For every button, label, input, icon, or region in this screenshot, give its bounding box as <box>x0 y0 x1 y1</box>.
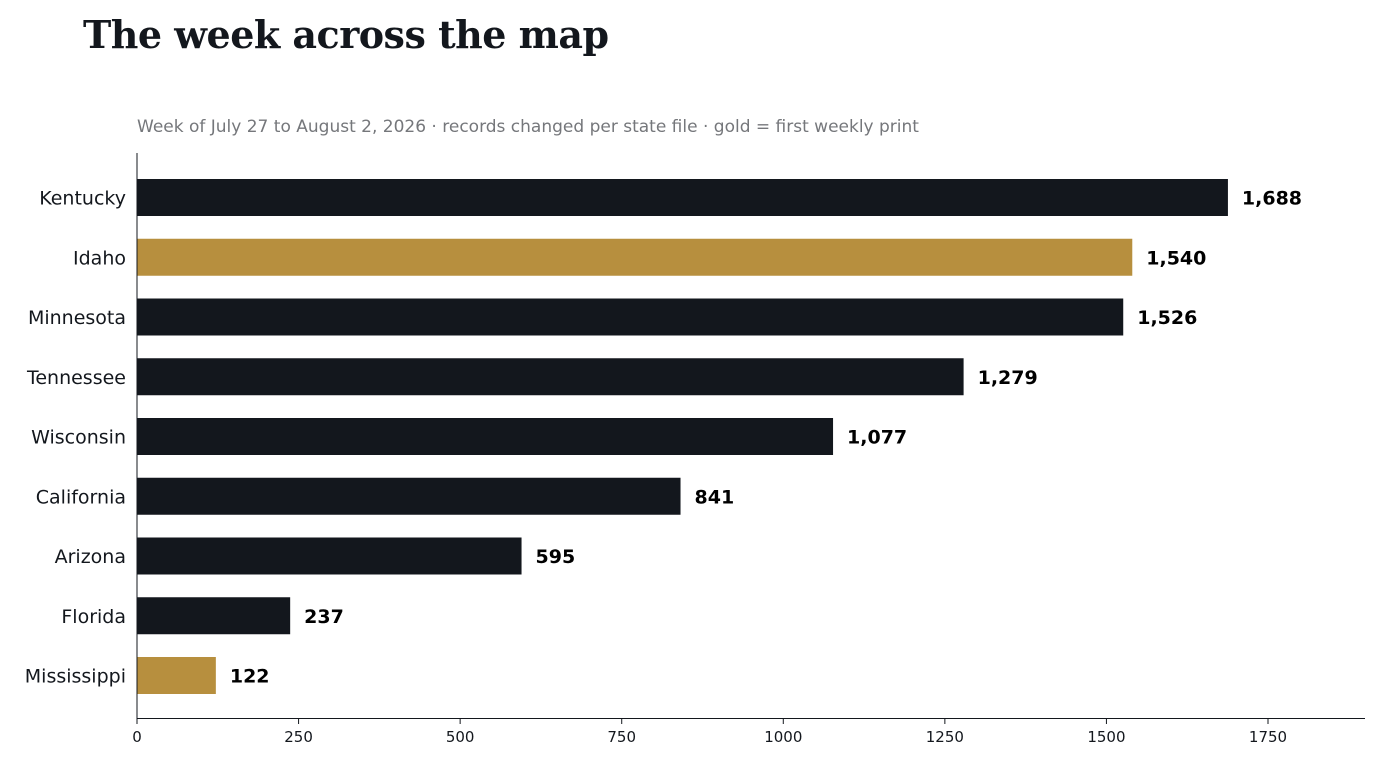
value-label: 1,540 <box>1146 247 1206 269</box>
bar <box>137 418 834 455</box>
bar <box>137 238 1133 276</box>
x-tick-label: 1500 <box>1087 728 1125 746</box>
category-label: Mississippi <box>25 666 126 688</box>
category-label: California <box>36 486 126 508</box>
bar <box>137 657 216 694</box>
value-label: 1,279 <box>978 367 1038 389</box>
chart-subtitle: Week of July 27 to August 2, 2026 · reco… <box>137 117 919 137</box>
value-label: 595 <box>536 546 576 568</box>
x-tick-label: 1000 <box>764 728 802 746</box>
x-tick-label: 500 <box>446 728 475 746</box>
value-label: 237 <box>304 606 344 628</box>
category-label: Minnesota <box>28 307 126 329</box>
category-label: Tennessee <box>26 367 126 389</box>
bar <box>137 477 681 515</box>
bars-layer: Kentucky 1,688 Idaho 1,540 Minnesota 1,526 Ten… <box>25 179 1302 694</box>
category-label: Florida <box>61 606 126 628</box>
value-label: 1,077 <box>847 427 907 449</box>
value-label: 1,526 <box>1137 307 1197 329</box>
category-label: Wisconsin <box>31 427 126 449</box>
x-tick-label: 1750 <box>1249 728 1287 746</box>
value-label: 841 <box>695 486 735 508</box>
x-tick-label: 750 <box>607 728 636 746</box>
bar <box>137 358 964 396</box>
bar <box>137 537 522 575</box>
x-tick-label: 0 <box>132 728 142 746</box>
value-label: 122 <box>230 666 270 688</box>
chart-title: The week across the map <box>83 12 609 57</box>
x-tick-label: 250 <box>284 728 313 746</box>
bar <box>137 298 1124 336</box>
x-tick-label: 1250 <box>926 728 964 746</box>
axes-layer: 0 250 500 750 1000 1250 1500 1750 <box>132 153 1365 746</box>
category-label: Idaho <box>73 247 126 269</box>
bar <box>137 179 1228 216</box>
bar <box>137 597 291 635</box>
category-label: Arizona <box>55 546 126 568</box>
category-label: Kentucky <box>39 188 126 210</box>
value-label: 1,688 <box>1242 188 1302 210</box>
